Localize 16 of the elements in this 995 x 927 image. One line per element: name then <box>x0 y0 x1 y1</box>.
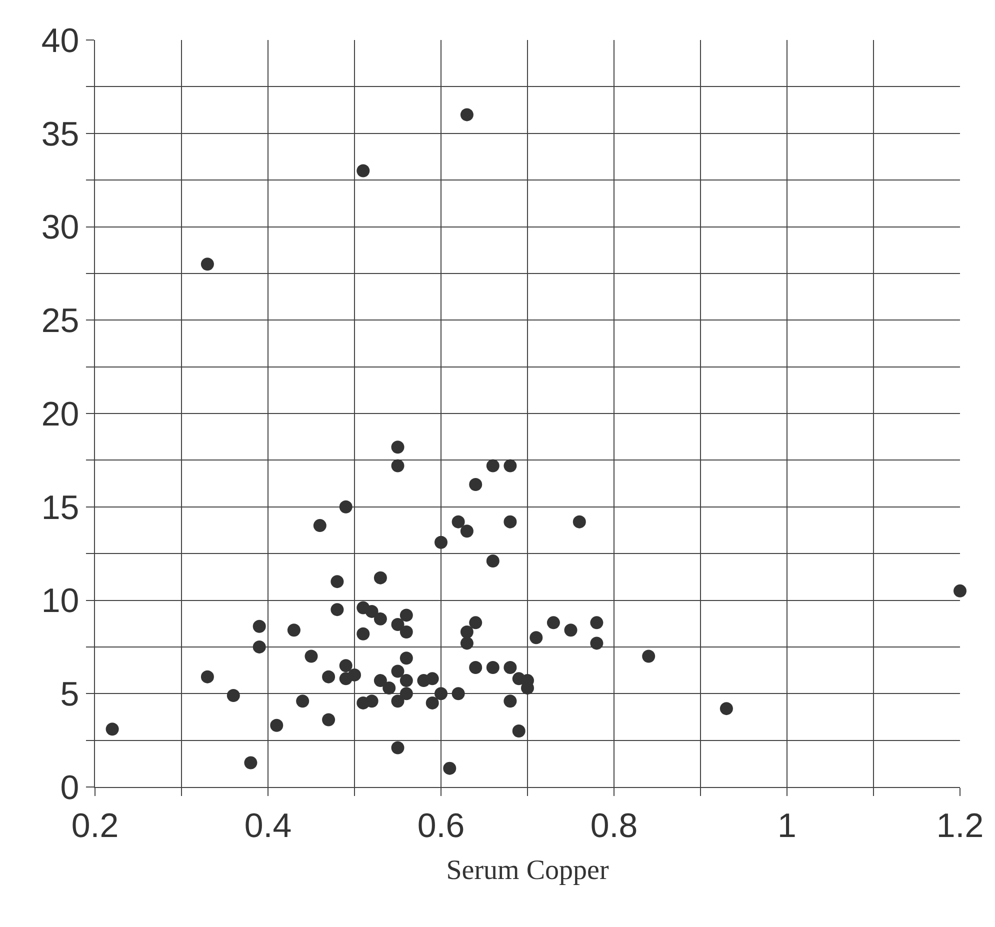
y-tick-label: 5 <box>60 676 80 714</box>
y-tick-label: 10 <box>41 582 80 620</box>
y-tick-label: 0 <box>60 768 80 807</box>
x-tick-label: 0.4 <box>244 806 292 845</box>
x-tick-label: 1.2 <box>936 806 984 845</box>
x-tick-label: 1 <box>778 806 796 845</box>
x-tick-label: 0.6 <box>417 806 465 845</box>
x-tick-label: 0.2 <box>71 806 119 845</box>
x-tick-label: 0.8 <box>590 806 638 845</box>
y-tick-label: 25 <box>41 302 80 340</box>
y-tick-label: 15 <box>41 488 80 527</box>
x-axis-title: Serum Copper <box>446 854 610 886</box>
y-tick-label: 40 <box>41 22 80 60</box>
y-tick-label: 20 <box>41 395 80 434</box>
y-tick-label: 30 <box>41 208 80 247</box>
y-tick-label: 35 <box>41 115 80 154</box>
